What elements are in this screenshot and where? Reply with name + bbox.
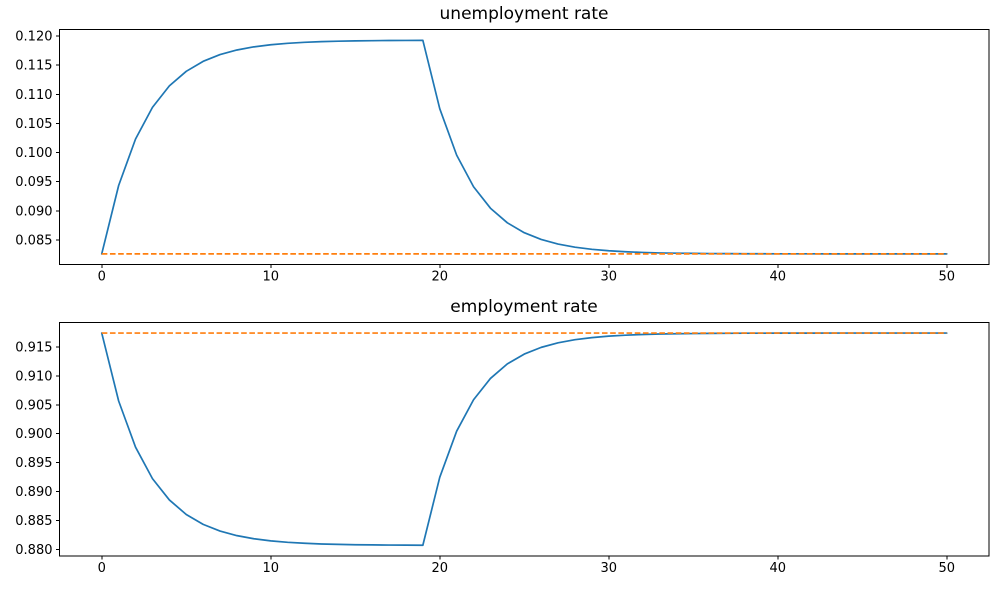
y-tick-label-0: 0.095 <box>15 175 52 190</box>
y-tick-label-1: 0.915 <box>15 340 52 355</box>
subplot-title-unemployment-rate: unemployment rate <box>439 4 609 24</box>
x-tick-label-0: 40 <box>769 270 786 285</box>
x-tick-label-1: 20 <box>431 561 448 576</box>
y-tick-label-1: 0.905 <box>15 398 52 413</box>
y-tick-label-1: 0.895 <box>15 456 52 471</box>
x-tick-label-1: 50 <box>938 561 955 576</box>
y-tick-label-0: 0.110 <box>15 88 52 103</box>
y-tick-label-1: 0.890 <box>15 485 52 500</box>
y-tick-label-0: 0.085 <box>15 233 52 248</box>
y-tick-label-1: 0.880 <box>15 543 52 558</box>
series-line-unemployment-rate-path <box>100 39 948 255</box>
x-tick-label-1: 0 <box>98 561 106 576</box>
y-tick-label-0: 0.105 <box>15 117 52 132</box>
series-line-employment-rate-path <box>100 332 948 547</box>
axes-frame-1 <box>59 322 990 557</box>
y-tick-label-1: 0.910 <box>15 369 52 384</box>
x-tick-label-0: 20 <box>431 270 448 285</box>
y-tick-label-1: 0.900 <box>15 427 52 442</box>
axes-frame-0 <box>59 29 990 265</box>
x-tick-label-1: 10 <box>262 561 279 576</box>
x-tick-label-0: 10 <box>262 270 279 285</box>
y-tick-label-0: 0.115 <box>15 59 52 74</box>
subplot-title-employment-rate: employment rate <box>450 297 598 317</box>
x-tick-label-1: 40 <box>769 561 786 576</box>
x-tick-label-0: 50 <box>938 270 955 285</box>
y-tick-label-0: 0.090 <box>15 204 52 219</box>
x-tick-label-1: 30 <box>600 561 617 576</box>
x-tick-label-0: 30 <box>600 270 617 285</box>
y-tick-label-0: 0.100 <box>15 146 52 161</box>
x-tick-label-0: 0 <box>98 270 106 285</box>
y-tick-label-1: 0.885 <box>15 514 52 529</box>
y-tick-label-0: 0.120 <box>15 30 52 45</box>
